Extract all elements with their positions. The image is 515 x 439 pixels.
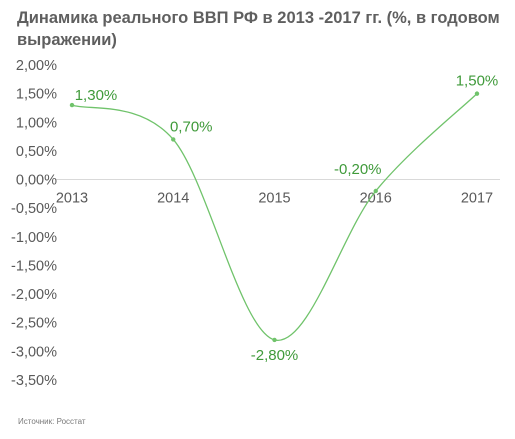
data-point [171,137,176,142]
y-tick-label: -3,00% [11,344,57,360]
y-tick-label: -1,50% [11,258,57,274]
x-tick-label: 2015 [258,191,290,207]
data-label: 1,50% [456,73,499,90]
x-tick-label: 2017 [461,191,493,207]
chart-title: Динамика реального ВВП РФ в 2013 -2017 г… [17,9,500,49]
x-tick-label: 2014 [157,191,189,207]
data-point [272,337,277,343]
y-tick-label: 1,00% [16,115,57,131]
series-line [71,93,478,341]
data-point [474,91,480,96]
y-tick-label: 1,50% [16,87,57,103]
data-label: 1,30% [75,87,118,104]
data-point [69,102,75,108]
y-tick-label: -0,50% [11,201,57,217]
y-tick-label: -2,50% [11,316,57,332]
y-tick-label: 0,00% [16,173,57,189]
y-tick-label: -2,00% [11,287,57,303]
source-note: Источник: Росстат [18,417,86,426]
data-point [373,188,378,194]
x-tick-label: 2013 [56,191,88,207]
data-label: 0,70% [170,118,213,135]
y-tick-label: -1,00% [11,230,57,246]
y-tick-label: -3,50% [11,373,57,389]
data-label: -0,20% [334,161,382,178]
y-tick-label: 2,00% [16,58,57,74]
data-label: -2,80% [251,347,299,364]
y-tick-label: 0,50% [16,144,57,160]
